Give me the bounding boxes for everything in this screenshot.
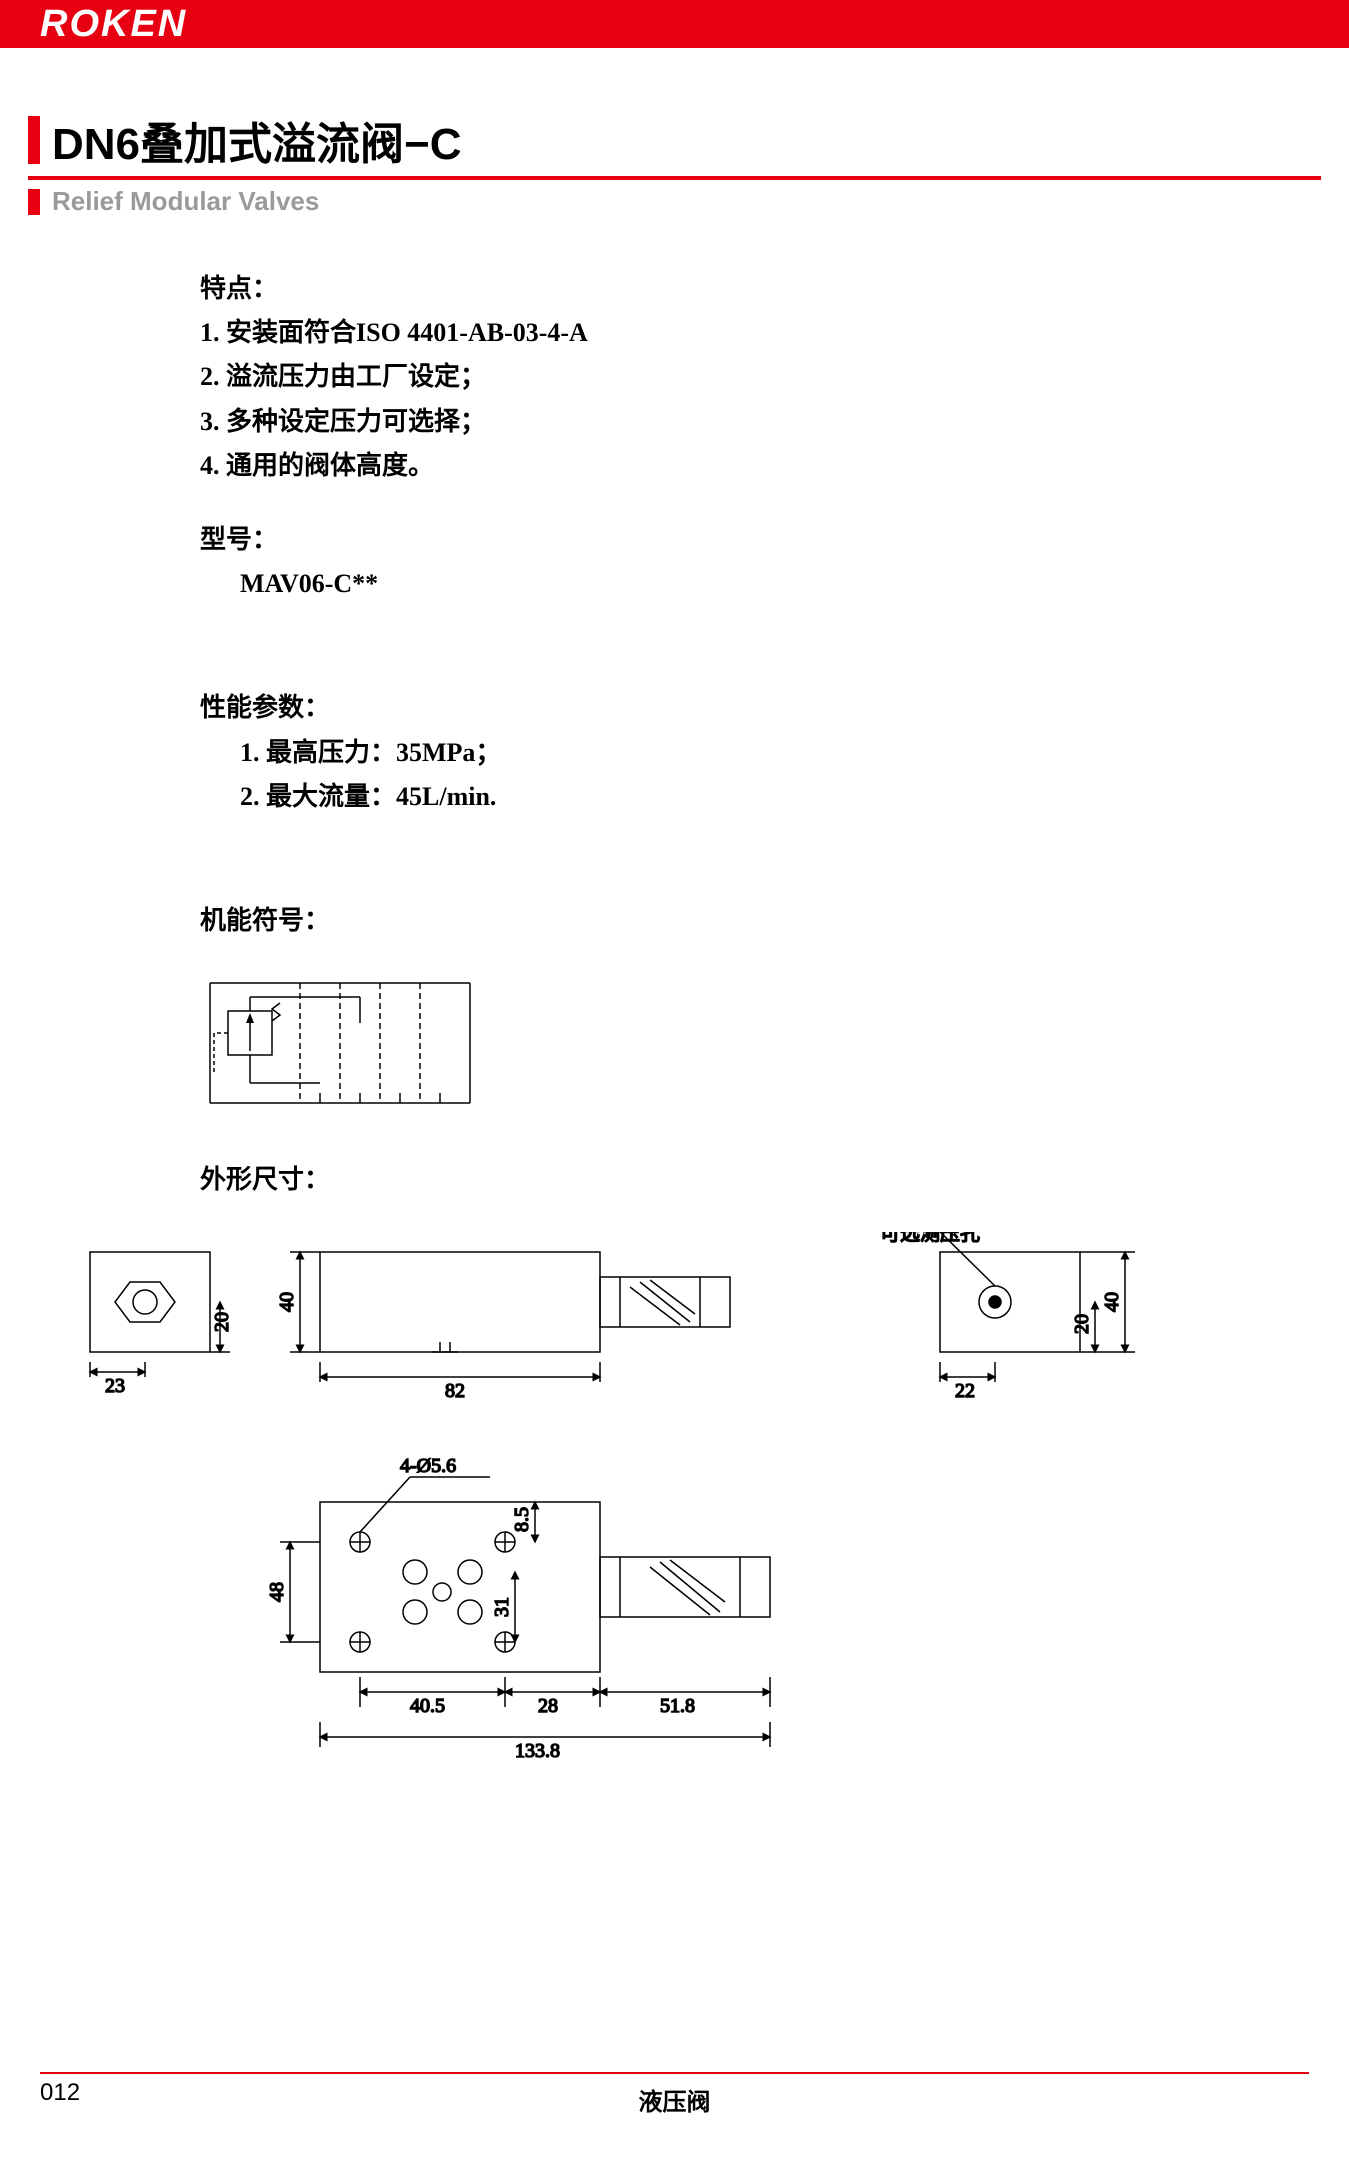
dim-label: 外形尺寸： — [200, 1165, 330, 1194]
dim-51-8: 51.8 — [660, 1695, 695, 1717]
title-accent — [28, 116, 40, 164]
dim-label-row: 外形尺寸： — [200, 1158, 1349, 1202]
dim-hole: 4-Ø5.6 — [400, 1455, 456, 1477]
features-label: 特点： — [200, 267, 1349, 311]
footer-line — [40, 2072, 1309, 2074]
brand-logo: ROKEN — [40, 3, 187, 46]
dim-31: 31 — [491, 1597, 513, 1617]
page-title: DN6叠加式溢流阀−C — [52, 108, 462, 172]
dim-40a: 40 — [276, 1292, 298, 1312]
feature-4: 4. 通用的阀体高度。 — [200, 444, 1349, 488]
feature-3: 3. 多种设定压力可选择； — [200, 400, 1349, 444]
subtitle-accent — [28, 189, 40, 215]
title-row: DN6叠加式溢流阀−C — [0, 108, 1349, 172]
perf-1: 1. 最高压力：35MPa； — [240, 731, 1349, 775]
dim-20b: 20 — [1071, 1314, 1093, 1334]
dim-28: 28 — [538, 1695, 558, 1717]
dim-40b: 40 — [1101, 1292, 1123, 1312]
dim-48: 48 — [266, 1582, 288, 1602]
feature-2: 2. 溢流压力由工厂设定； — [200, 355, 1349, 399]
top-bar: ROKEN — [0, 0, 1349, 48]
dim-23: 23 — [105, 1375, 125, 1397]
dimension-drawings: 20 23 40 — [60, 1232, 1349, 1857]
content-block: 特点： 1. 安装面符合ISO 4401-AB-03-4-A 2. 溢流压力由工… — [200, 267, 1349, 943]
dim-40-5: 40.5 — [410, 1695, 445, 1717]
dim-22: 22 — [955, 1380, 975, 1402]
dim-133-8: 133.8 — [515, 1740, 560, 1762]
footer: 012 液压阀 — [0, 2072, 1349, 2117]
model-value: MAV06-C** — [240, 562, 1349, 606]
perf-2: 2. 最大流量：45L/min. — [240, 775, 1349, 819]
port-note: 可选测压孔 — [880, 1232, 980, 1245]
dim-8-5: 8.5 — [511, 1507, 533, 1532]
title-underline — [28, 176, 1321, 180]
subtitle: Relief Modular Valves — [52, 186, 319, 217]
page-number: 012 — [40, 2079, 80, 2107]
dim-82: 82 — [445, 1380, 465, 1402]
perf-label: 性能参数： — [200, 686, 1349, 730]
symbol-diagram — [200, 973, 1349, 1118]
feature-1: 1. 安装面符合ISO 4401-AB-03-4-A — [200, 311, 1349, 355]
model-label: 型号： — [200, 518, 1349, 562]
subtitle-row: Relief Modular Valves — [0, 186, 1349, 217]
symbol-label: 机能符号： — [200, 899, 1349, 943]
dim-20a: 20 — [211, 1312, 233, 1332]
footer-label: 液压阀 — [0, 2082, 1349, 2117]
